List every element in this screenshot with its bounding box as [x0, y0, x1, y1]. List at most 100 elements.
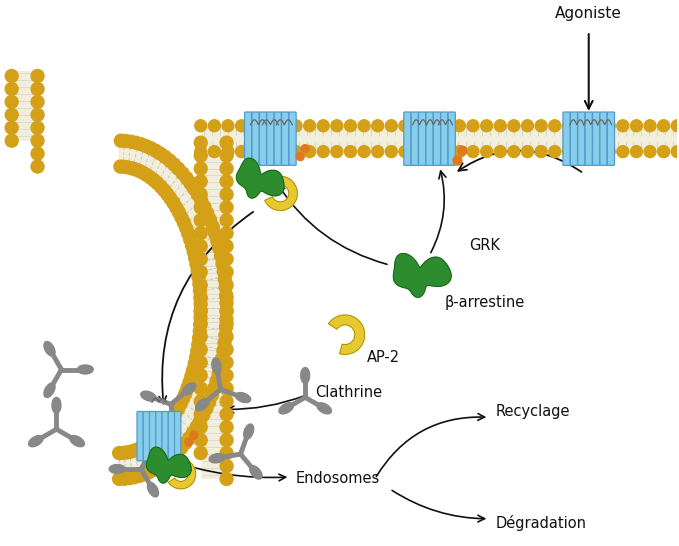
- Circle shape: [440, 120, 452, 132]
- Circle shape: [123, 472, 136, 485]
- Circle shape: [220, 188, 233, 201]
- FancyBboxPatch shape: [267, 112, 274, 165]
- Circle shape: [154, 147, 167, 160]
- FancyBboxPatch shape: [418, 112, 426, 165]
- Circle shape: [185, 239, 198, 252]
- Circle shape: [114, 160, 127, 173]
- FancyBboxPatch shape: [433, 112, 441, 165]
- Circle shape: [194, 434, 207, 447]
- Circle shape: [5, 82, 18, 96]
- Circle shape: [220, 201, 233, 214]
- Circle shape: [133, 165, 146, 177]
- Circle shape: [220, 296, 233, 310]
- Circle shape: [220, 408, 233, 421]
- Circle shape: [413, 146, 424, 158]
- Circle shape: [168, 158, 181, 171]
- Circle shape: [193, 331, 206, 345]
- Circle shape: [194, 284, 206, 297]
- Circle shape: [149, 144, 162, 157]
- Circle shape: [658, 120, 669, 132]
- Circle shape: [120, 446, 133, 459]
- Circle shape: [236, 120, 248, 132]
- Circle shape: [220, 292, 233, 304]
- Circle shape: [220, 289, 233, 301]
- Circle shape: [206, 389, 219, 402]
- Circle shape: [220, 395, 233, 408]
- Circle shape: [521, 146, 534, 158]
- Circle shape: [197, 408, 210, 422]
- Circle shape: [589, 146, 602, 158]
- Circle shape: [147, 463, 160, 476]
- Circle shape: [276, 146, 289, 158]
- Circle shape: [358, 120, 370, 132]
- Circle shape: [187, 364, 200, 377]
- Circle shape: [31, 134, 44, 147]
- Circle shape: [143, 466, 155, 479]
- Circle shape: [190, 258, 203, 271]
- Circle shape: [122, 161, 134, 174]
- Circle shape: [454, 146, 465, 158]
- Circle shape: [5, 108, 18, 121]
- Ellipse shape: [44, 342, 55, 356]
- Circle shape: [194, 201, 207, 214]
- FancyBboxPatch shape: [585, 112, 592, 165]
- Circle shape: [203, 395, 216, 408]
- Circle shape: [290, 146, 302, 158]
- Ellipse shape: [170, 420, 180, 436]
- Circle shape: [589, 120, 602, 132]
- Circle shape: [157, 424, 170, 437]
- FancyBboxPatch shape: [441, 112, 448, 165]
- Bar: [201, 126, 677, 152]
- Circle shape: [163, 416, 176, 429]
- Text: AP-2: AP-2: [367, 350, 400, 365]
- Ellipse shape: [209, 454, 225, 463]
- Circle shape: [631, 146, 642, 158]
- Circle shape: [195, 194, 208, 207]
- Circle shape: [222, 146, 234, 158]
- Polygon shape: [236, 158, 284, 198]
- Circle shape: [177, 393, 189, 405]
- Ellipse shape: [183, 383, 196, 395]
- Ellipse shape: [70, 436, 84, 447]
- Circle shape: [467, 120, 479, 132]
- Circle shape: [31, 96, 44, 108]
- Circle shape: [132, 443, 145, 455]
- Circle shape: [179, 387, 192, 400]
- Circle shape: [549, 146, 561, 158]
- FancyBboxPatch shape: [143, 412, 149, 461]
- Circle shape: [236, 146, 248, 158]
- Circle shape: [154, 180, 167, 193]
- FancyBboxPatch shape: [607, 112, 614, 165]
- Circle shape: [194, 325, 206, 337]
- Circle shape: [136, 441, 149, 454]
- Circle shape: [134, 138, 147, 151]
- Circle shape: [220, 278, 233, 292]
- Circle shape: [31, 121, 44, 134]
- FancyBboxPatch shape: [570, 112, 578, 165]
- Circle shape: [172, 402, 185, 416]
- FancyBboxPatch shape: [426, 112, 433, 165]
- Circle shape: [194, 136, 207, 149]
- Polygon shape: [168, 459, 196, 489]
- Circle shape: [220, 265, 233, 278]
- Circle shape: [136, 167, 149, 180]
- Ellipse shape: [109, 465, 125, 473]
- Circle shape: [220, 460, 233, 472]
- Circle shape: [276, 120, 289, 132]
- Ellipse shape: [250, 466, 262, 479]
- Circle shape: [672, 146, 679, 158]
- Circle shape: [214, 360, 227, 372]
- Circle shape: [172, 206, 185, 218]
- Circle shape: [644, 146, 656, 158]
- Circle shape: [160, 420, 172, 433]
- Polygon shape: [393, 253, 451, 298]
- Circle shape: [157, 458, 170, 470]
- Circle shape: [301, 145, 309, 153]
- Circle shape: [220, 343, 233, 356]
- FancyBboxPatch shape: [274, 112, 281, 165]
- Circle shape: [151, 177, 164, 190]
- Circle shape: [672, 120, 679, 132]
- FancyBboxPatch shape: [162, 412, 168, 461]
- Circle shape: [194, 227, 207, 240]
- Circle shape: [162, 454, 175, 467]
